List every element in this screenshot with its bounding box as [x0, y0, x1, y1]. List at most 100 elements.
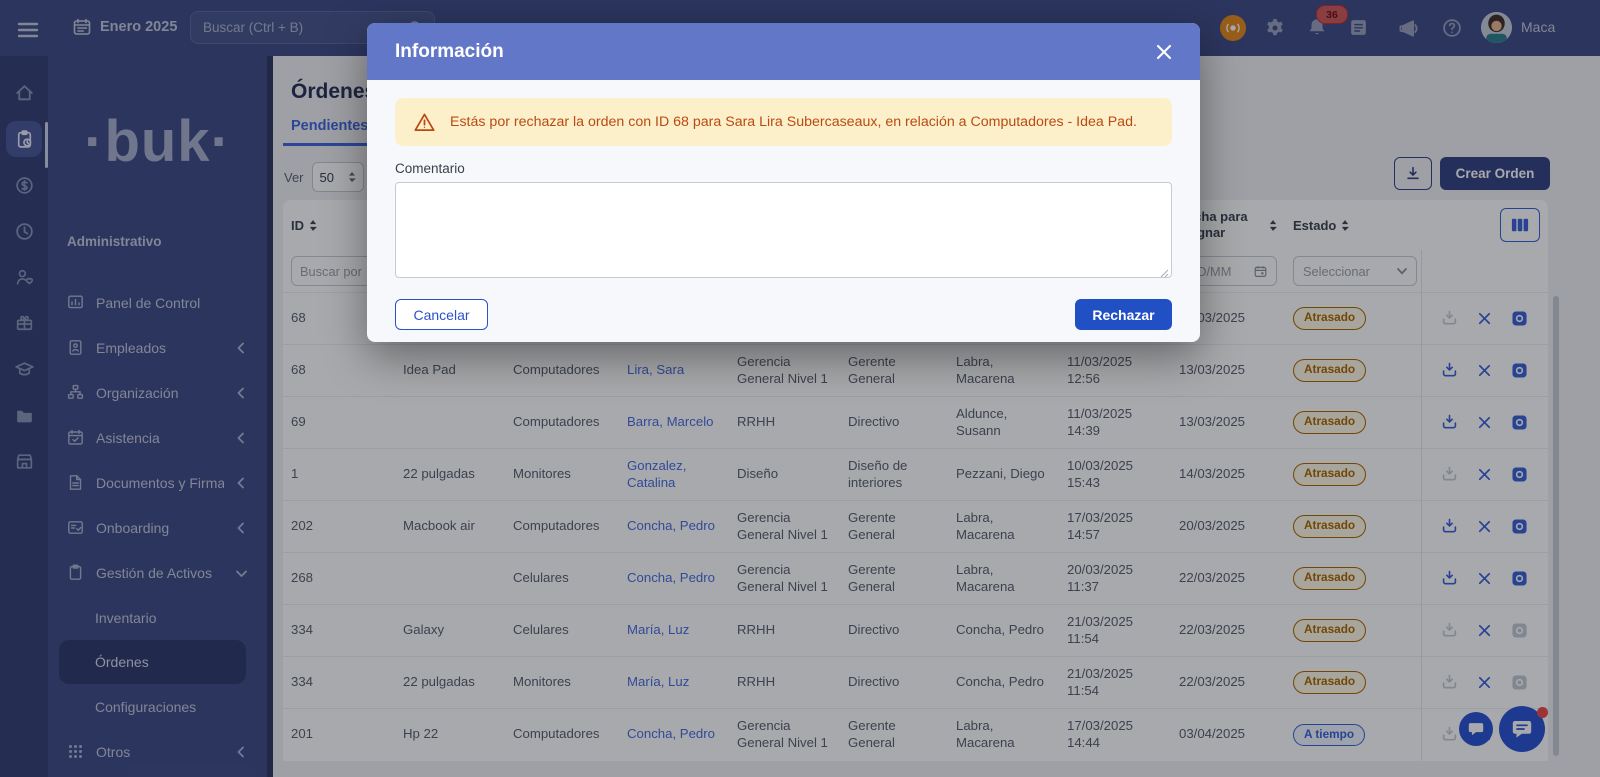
files-folder-icon[interactable]	[14, 405, 35, 426]
reject-x-icon[interactable]	[1475, 673, 1495, 692]
vertical-scrollbar[interactable]	[1553, 296, 1559, 756]
requester-link[interactable]: Concha, Pedro	[627, 570, 715, 586]
comment-textarea[interactable]	[395, 182, 1172, 278]
reject-x-icon[interactable]	[1475, 361, 1495, 380]
cell-status: Atrasado	[1285, 605, 1421, 657]
requester-link[interactable]: Lira, Sara	[627, 362, 685, 378]
order-row: 268 Celulares Concha, Pedro Gerencia Genera…	[283, 552, 1548, 605]
sidebar-item-organizacio-n[interactable]: Organización	[48, 370, 267, 415]
requester-link[interactable]: María, Luz	[627, 674, 690, 690]
training-cap-icon[interactable]	[14, 359, 35, 380]
dashboard-icon	[67, 294, 84, 311]
sidebar-subitem-label: Órdenes	[95, 654, 149, 670]
assign-download-icon[interactable]	[1440, 517, 1460, 536]
cell-order-id: 68	[291, 362, 306, 378]
benefits-gift-icon[interactable]	[14, 313, 35, 334]
rail-item-active-assets[interactable]	[6, 121, 42, 157]
export-download-button[interactable]	[1394, 157, 1432, 190]
reject-x-icon[interactable]	[1475, 413, 1495, 432]
requester-link[interactable]: María, Luz	[627, 622, 690, 638]
cell-assignee: Concha, Pedro	[956, 622, 1044, 638]
view-detail-icon[interactable]	[1510, 517, 1530, 536]
view-detail-icon[interactable]	[1510, 309, 1530, 328]
view-detail-icon	[1510, 621, 1530, 640]
view-detail-icon[interactable]	[1510, 569, 1530, 588]
announcements-megaphone-icon[interactable]	[1397, 17, 1420, 40]
view-detail-icon[interactable]	[1510, 465, 1530, 484]
cell-order-id: 334	[291, 674, 314, 690]
close-icon[interactable]	[1154, 42, 1174, 62]
chevron-left-icon	[236, 477, 247, 489]
home-icon[interactable]	[14, 82, 35, 103]
cell-category: Monitores	[513, 674, 571, 690]
assign-download-icon[interactable]	[1440, 361, 1460, 380]
view-detail-icon[interactable]	[1510, 361, 1530, 380]
cell-actions	[1420, 604, 1548, 657]
notes-icon[interactable]	[1348, 17, 1369, 38]
feedback-bubble-button[interactable]	[1459, 712, 1493, 746]
tab-pendientes[interactable]: Pendientes	[283, 110, 375, 146]
cell-product: 22 pulgadas	[403, 466, 475, 482]
sidebar-subitem-o-rdenes[interactable]: Órdenes	[59, 640, 246, 684]
reject-x-icon[interactable]	[1475, 517, 1495, 536]
reject-x-icon[interactable]	[1475, 569, 1495, 588]
sidebar-item-empleados[interactable]: Empleados	[48, 325, 267, 370]
sidebar-item-asistencia[interactable]: Asistencia	[48, 415, 267, 460]
sidebar-item-panel-de-control[interactable]: Panel de Control	[48, 280, 267, 325]
help-icon[interactable]	[1441, 17, 1463, 39]
search-input[interactable]	[201, 19, 407, 36]
requester-link[interactable]: Concha, Pedro	[627, 518, 715, 534]
header-status[interactable]: Estado	[1293, 218, 1413, 233]
period-selector[interactable]: Enero 2025	[100, 19, 178, 35]
assign-download-icon[interactable]	[1440, 413, 1460, 432]
record-icon[interactable]	[1220, 15, 1246, 41]
per-page-control: Ver 50	[284, 162, 364, 192]
view-detail-icon[interactable]	[1510, 413, 1530, 432]
sidebar-subitem-inventario[interactable]: Inventario	[48, 595, 267, 640]
sidebar-item-gestio-n-de-activos[interactable]: Gestión de Activos	[48, 550, 267, 595]
talent-person-heart-icon[interactable]	[14, 267, 35, 288]
sidebar-item-otros[interactable]: Otros	[48, 729, 267, 774]
sort-icon	[1269, 219, 1277, 231]
cell-assignee: Labra, Macarena	[956, 561, 1015, 594]
cell-order-id: 68	[291, 310, 306, 326]
reject-button[interactable]: Rechazar	[1075, 299, 1172, 330]
per-page-select[interactable]: 50	[311, 162, 364, 192]
status-badge: Atrasado	[1293, 515, 1367, 538]
time-clock-icon[interactable]	[14, 221, 35, 242]
requester-link[interactable]: Gonzalez, Catalina	[627, 457, 687, 490]
sidebar-item-documentos-y-firma[interactable]: Documentos y Firma	[48, 460, 267, 505]
reject-x-icon[interactable]	[1475, 621, 1495, 640]
settings-gear-icon[interactable]	[1264, 17, 1286, 39]
marketplace-shop-icon[interactable]	[14, 451, 35, 472]
cell-status: Atrasado	[1285, 501, 1421, 553]
user-avatar[interactable]	[1481, 12, 1512, 43]
modal-title: Información	[395, 40, 504, 62]
org-icon	[67, 384, 84, 401]
cell-order-id: 268	[291, 570, 314, 586]
cell-category: Computadores	[513, 414, 600, 430]
requester-link[interactable]: Barra, Marcelo	[627, 414, 714, 430]
cell-role: Diseño de interiores	[848, 457, 908, 490]
sidebar-item-label: Panel de Control	[96, 294, 201, 311]
payroll-dollar-icon[interactable]	[14, 175, 35, 196]
status-badge: Atrasado	[1293, 463, 1367, 486]
create-order-button[interactable]: Crear Orden	[1440, 157, 1550, 190]
reject-x-icon[interactable]	[1475, 309, 1495, 328]
requester-link[interactable]: Concha, Pedro	[627, 726, 715, 742]
reject-x-icon[interactable]	[1475, 465, 1495, 484]
resize-handle-icon[interactable]	[1160, 269, 1169, 278]
column-settings-button[interactable]	[1500, 208, 1540, 242]
hamburger-menu-icon[interactable]	[16, 18, 40, 42]
sidebar-subitem-label: Inventario	[95, 609, 157, 626]
header-id[interactable]: ID	[291, 218, 387, 233]
cardcheck-icon	[67, 519, 84, 536]
assign-download-icon[interactable]	[1440, 569, 1460, 588]
cancel-button[interactable]: Cancelar	[395, 299, 488, 330]
cell-role: Directivo	[848, 622, 900, 638]
filter-status-select[interactable]: Seleccionar	[1293, 256, 1417, 286]
sidebar-subitem-configuraciones[interactable]: Configuraciones	[48, 684, 267, 729]
status-badge: A tiempo	[1293, 723, 1366, 746]
sidebar-item-onboarding[interactable]: Onboarding	[48, 505, 267, 550]
username-label[interactable]: Maca	[1521, 19, 1556, 35]
